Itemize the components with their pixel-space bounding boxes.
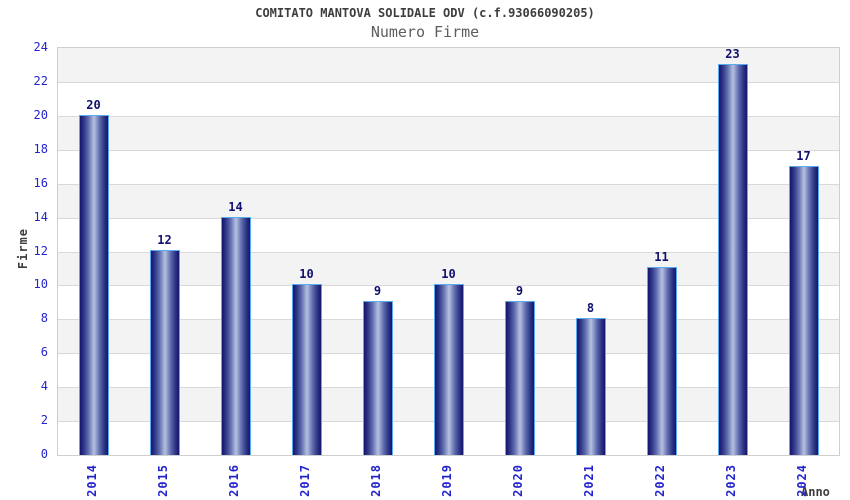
x-tick-label-2017: 2017	[298, 464, 312, 497]
bar-value-label-2019: 10	[441, 267, 456, 281]
bar-value-label-2021: 8	[586, 301, 595, 315]
bar-2014	[79, 115, 109, 455]
y-tick-label-4: 4	[40, 379, 48, 394]
x-axis-label: Anno	[801, 485, 830, 499]
bar-2022	[647, 267, 677, 455]
y-tick-label-12: 12	[33, 243, 48, 258]
gridline-14	[58, 217, 839, 219]
bar-2018	[363, 301, 393, 455]
bar-2024	[789, 166, 819, 455]
bar-value-label-2014: 20	[86, 98, 101, 112]
x-tick-label-2018: 2018	[369, 464, 383, 497]
y-tick-label-14: 14	[33, 209, 48, 224]
gridline-22	[58, 81, 839, 83]
bar-2015	[150, 250, 180, 455]
gridline-20	[58, 115, 839, 117]
bar-2020	[505, 301, 535, 455]
bar-value-label-2018: 9	[373, 284, 382, 298]
x-tick-label-2019: 2019	[440, 464, 454, 497]
bar-2016	[221, 217, 251, 455]
bar-value-label-2020: 9	[515, 284, 524, 298]
y-tick-label-6: 6	[40, 345, 48, 360]
y-tick-label-18: 18	[33, 141, 48, 156]
y-tick-label-16: 16	[33, 175, 48, 190]
x-tick-label-2015: 2015	[156, 464, 170, 497]
y-tick-label-10: 10	[33, 277, 48, 292]
x-tick-label-2016: 2016	[227, 464, 241, 497]
gridline-16	[58, 183, 839, 185]
plot-area: 20 12 14 10 9 10 9 8 11 23 17	[57, 47, 840, 456]
bar-value-label-2017: 10	[299, 267, 314, 281]
bar-2017	[292, 284, 322, 455]
bar-value-label-2024: 17	[796, 149, 811, 163]
y-tick-label-8: 8	[40, 311, 48, 326]
y-tick-label-2: 2	[40, 413, 48, 428]
gridline-18	[58, 149, 839, 151]
bar-2023	[718, 64, 748, 455]
chart-subtitle: Numero Firme	[370, 23, 480, 41]
y-tick-label-0: 0	[40, 447, 48, 461]
gridline-12	[58, 251, 839, 253]
y-tick-label-20: 20	[33, 107, 48, 122]
bar-value-label-2016: 14	[228, 200, 243, 214]
y-tick-label-22: 22	[33, 73, 48, 88]
bar-value-label-2022: 11	[654, 250, 669, 264]
x-tick-label-2021: 2021	[582, 464, 596, 497]
x-tick-label-2024: 2024	[795, 464, 809, 497]
x-tick-label-2022: 2022	[653, 464, 667, 497]
bar-value-label-2015: 12	[157, 233, 172, 247]
y-tick-label-24: 24	[33, 40, 48, 54]
bar-2019	[434, 284, 464, 455]
bar-value-label-2023: 23	[725, 47, 740, 61]
bar-2021	[576, 318, 606, 455]
x-tick-label-2023: 2023	[724, 464, 738, 497]
x-tick-label-2014: 2014	[85, 464, 99, 497]
x-tick-label-2020: 2020	[511, 464, 525, 497]
chart-title: COMITATO MANTOVA SOLIDALE ODV (c.f.93066…	[255, 6, 595, 20]
